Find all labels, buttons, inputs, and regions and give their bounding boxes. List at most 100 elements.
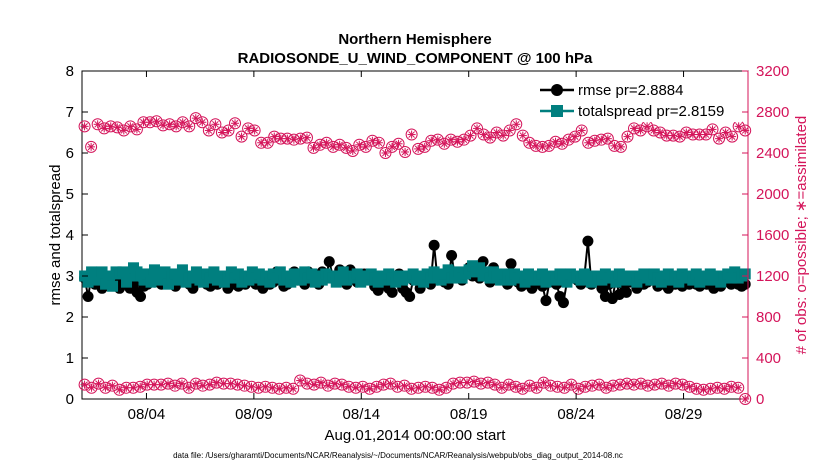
assimilated-obs-marker — [481, 376, 494, 389]
rmse-point — [557, 297, 569, 309]
totalspread-point — [155, 274, 167, 286]
totalspread-point — [121, 276, 133, 288]
possible-obs-marker — [726, 130, 739, 143]
totalspread-point — [159, 266, 171, 278]
assimilated-obs-marker — [335, 378, 348, 391]
totalspread-point — [218, 276, 230, 288]
possible-obs-marker — [562, 133, 575, 146]
possible-obs-marker — [614, 140, 627, 153]
totalspread-point — [484, 272, 496, 284]
totalspread-point — [117, 266, 129, 278]
possible-obs-marker — [98, 122, 111, 135]
totalspread-point — [362, 274, 374, 286]
possible-obs-marker — [628, 122, 641, 135]
possible-obs-marker — [464, 129, 477, 142]
assimilated-obs-marker — [99, 381, 112, 394]
totalspread-point — [225, 266, 237, 278]
totalspread-point — [260, 270, 272, 282]
possible-obs-marker — [601, 132, 614, 145]
assimilated-obs-marker — [315, 376, 328, 389]
y2-tick-label: 2800 — [756, 104, 789, 121]
possible-obs-marker — [451, 135, 464, 148]
totalspread-point — [575, 274, 587, 286]
possible-obs-marker — [654, 126, 667, 139]
y2-tick-label: 2000 — [756, 186, 789, 203]
y2-tick-label: 1600 — [756, 227, 789, 244]
assimilated-obs-marker — [516, 382, 529, 395]
possible-obs-marker — [248, 124, 261, 137]
totalspread-point — [204, 272, 216, 284]
y-tick-label: 0 — [66, 391, 74, 408]
totalspread-point — [145, 276, 157, 288]
possible-obs-marker — [647, 124, 660, 137]
totalspread-point — [330, 276, 342, 288]
totalspread-point — [93, 274, 105, 286]
possible-obs-marker — [431, 133, 444, 146]
totalspread-point — [418, 276, 430, 288]
totalspread-point — [596, 274, 608, 286]
possible-obs-marker — [307, 141, 320, 154]
totalspread-point — [243, 274, 255, 286]
totalspread-point — [96, 266, 108, 278]
possible-obs-marker — [157, 119, 170, 132]
possible-obs-marker — [346, 144, 359, 157]
legend-box — [536, 78, 742, 122]
totalspread-point — [162, 278, 174, 290]
totalspread-point — [425, 272, 437, 284]
assimilated-obs-marker — [287, 382, 300, 395]
y-tick-label: 5 — [66, 186, 74, 203]
possible-obs-marker — [196, 116, 209, 129]
rmse-point — [82, 291, 94, 302]
possible-obs-marker — [359, 140, 372, 153]
chart-title-line-2: RADIOSONDE_U_WIND_COMPONENT @ 100 hPa — [238, 50, 593, 67]
possible-obs-marker — [706, 123, 719, 136]
totalspread-point — [281, 270, 293, 282]
possible-obs-marker — [379, 147, 392, 159]
assimilated-obs-marker — [321, 379, 334, 392]
possible-obs-marker — [202, 124, 215, 137]
possible-obs-marker — [399, 145, 412, 158]
rmse-point — [323, 256, 335, 268]
series-layer — [78, 112, 752, 405]
assimilated-obs-marker — [488, 378, 501, 391]
possible-obs-marker — [523, 136, 536, 149]
totalspread-point — [481, 266, 493, 278]
possible-obs-marker — [78, 120, 91, 133]
totalspread-point — [606, 270, 618, 282]
totalspread-point — [687, 274, 699, 286]
totalspread-point — [505, 274, 517, 286]
totalspread-point — [690, 268, 702, 280]
totalspread-point — [561, 276, 573, 288]
totalspread-point — [701, 274, 713, 286]
assimilated-obs-marker — [356, 380, 369, 393]
possible-obs-marker — [412, 142, 425, 155]
possible-obs-marker — [124, 120, 137, 133]
assimilated-obs-marker — [294, 374, 307, 387]
y2-tick-label: 0 — [756, 391, 764, 408]
totalspread-point — [107, 280, 119, 292]
totalspread-point — [208, 266, 220, 278]
x-tick-label: 08/24 — [557, 406, 595, 423]
y2-tick-label: 2400 — [756, 145, 789, 162]
totalspread-point — [610, 276, 622, 288]
totalspread-point — [197, 276, 209, 288]
rmse-point — [620, 286, 632, 298]
possible-obs-marker — [261, 136, 274, 149]
assimilated-obs-marker — [600, 381, 613, 394]
assimilated-obs-marker — [92, 377, 105, 390]
y-tick-label: 4 — [66, 227, 74, 244]
totalspread-point — [141, 268, 153, 280]
totalspread-point — [442, 264, 454, 276]
assimilated-obs-marker — [509, 380, 522, 393]
possible-obs-marker — [569, 130, 582, 143]
assimilated-obs-marker — [398, 379, 411, 392]
y-tick-label: 8 — [66, 63, 74, 80]
totalspread-point — [729, 266, 741, 278]
y2-tick-label: 800 — [756, 309, 781, 326]
possible-obs-marker — [91, 118, 104, 131]
totalspread-point — [516, 270, 528, 282]
totalspread-point — [474, 262, 486, 274]
totalspread-point — [694, 276, 706, 288]
rmse-point — [428, 239, 440, 251]
totalspread-point — [306, 268, 318, 280]
